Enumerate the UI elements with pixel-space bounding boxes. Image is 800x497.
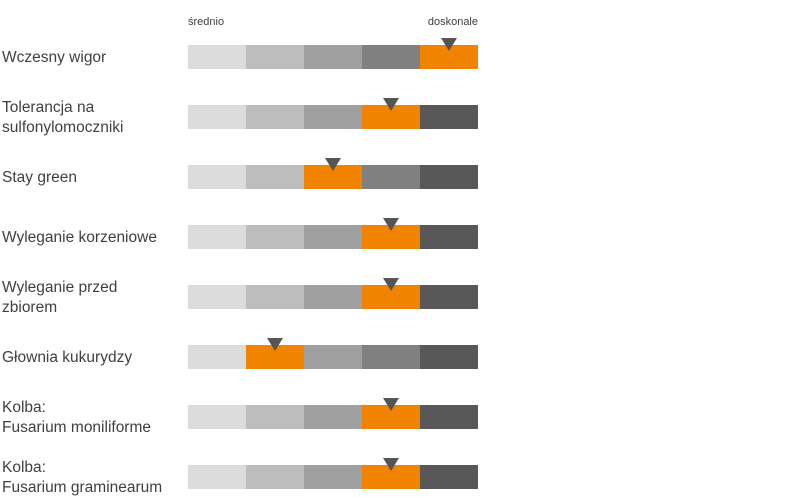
rating-marker-icon [383,398,399,411]
rating-segment [246,165,304,189]
rating-marker-icon [267,338,283,351]
rating-segment [188,405,246,429]
rating-segment [420,285,478,309]
rating-segment [246,285,304,309]
rating-row: Tolerancja na sulfonylomoczniki [2,98,478,136]
rating-segment [246,45,304,69]
row-label: Fusarium graminearum [2,479,162,496]
rating-segment [304,45,362,69]
rating-segment [188,345,246,369]
rating-segment [304,345,362,369]
rating-row: Wyleganie korzeniowe [2,218,478,249]
rating-segment [420,465,478,489]
rating-segment [188,285,246,309]
rating-row: Kolba: Fusarium moniliforme [2,398,478,436]
rating-segment [188,45,246,69]
rating-segment [246,405,304,429]
row-label: Głownia kukurydzy [2,349,132,366]
rating-segment [246,225,304,249]
rating-segment [304,465,362,489]
rating-row: Kolba: Fusarium graminearum [2,458,478,496]
row-label: Kolba: [2,399,46,416]
row-label: Stay green [2,169,77,186]
rating-marker-icon [383,458,399,471]
rating-segment [188,225,246,249]
row-label: Kolba: [2,459,46,476]
rating-segment [188,465,246,489]
scale-low-label: średnio [188,16,224,28]
rating-segment [246,105,304,129]
rating-marker-icon [383,278,399,291]
rating-segment [304,405,362,429]
rating-segment [304,105,362,129]
row-label: zbiorem [2,299,57,316]
row-label: Wczesny wigor [2,49,106,66]
row-label: Fusarium moniliforme [2,419,151,436]
rating-segment [420,345,478,369]
rating-segment [420,105,478,129]
rating-marker-icon [441,38,457,51]
rating-row: Wczesny wigor [2,38,478,69]
rating-segment [362,345,420,369]
rating-segment [188,165,246,189]
rating-segment [362,45,420,69]
rating-segment [304,225,362,249]
rating-segment [420,165,478,189]
rating-rows: Wczesny wigor Tolerancja na sulfonylomoczn… [2,38,478,496]
row-label: Wyleganie korzeniowe [2,229,157,246]
row-label: Tolerancja na [2,99,95,116]
rating-marker-icon [325,158,341,171]
rating-marker-icon [383,218,399,231]
rating-segment [304,285,362,309]
row-label: sulfonylomoczniki [2,119,123,136]
rating-row: Stay green [2,158,478,189]
rating-marker-icon [383,98,399,111]
rating-segment [362,165,420,189]
rating-segment [246,465,304,489]
rating-segment [420,405,478,429]
rating-segment [188,105,246,129]
scale-high-label: doskonale [428,16,478,28]
row-label: Wyleganie przed [2,279,117,296]
rating-row: Wyleganie przed zbiorem [2,278,478,316]
rating-row: Głownia kukurydzy [2,338,478,369]
rating-segment [420,225,478,249]
